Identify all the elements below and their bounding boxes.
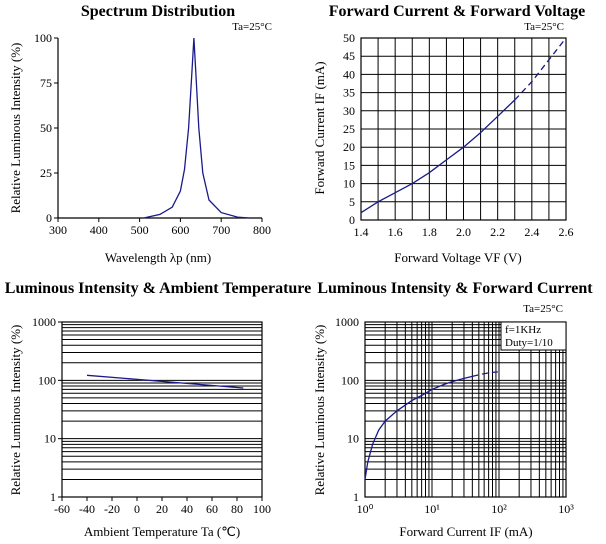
x-tick-label: -20	[104, 502, 120, 516]
chart-title: Luminous Intensity & Ambient Temperature	[5, 280, 311, 297]
x-tick-label: 1.6	[388, 225, 403, 239]
plot-frame	[360, 37, 567, 221]
y-tick-label: 100	[38, 373, 56, 387]
x-tick-label: 300	[49, 223, 67, 237]
y-tick-label: 10	[343, 177, 355, 191]
x-tick-label: 1.4	[354, 225, 369, 239]
y-axis-label: Relative Luminous Intensity (%)	[8, 43, 23, 214]
x-tick-label: 10⁰	[357, 502, 374, 516]
x-tick-label: 2.4	[524, 225, 539, 239]
y-tick-label: 1	[353, 490, 359, 504]
y-tick-label: 25	[40, 166, 52, 180]
y-tick-label: 15	[343, 158, 355, 172]
x-tick-label: 2.2	[490, 225, 505, 239]
spectrum-chart: Spectrum Distribution Ta=25°C Wavelength…	[8, 3, 272, 265]
x-tick-label: 40	[181, 502, 193, 516]
chart-note: Ta=25°C	[232, 21, 272, 33]
plot-frame	[364, 321, 567, 498]
data-series-line	[364, 375, 473, 480]
data-series-line	[360, 99, 516, 214]
legend-text: Duty=1/10	[505, 337, 553, 349]
x-tick-label: 100	[253, 502, 271, 516]
x-tick-label: 10²	[491, 502, 507, 516]
chart-note: Ta=25°C	[524, 21, 564, 33]
y-axis-label: Relative Luminous Intensity (%)	[312, 325, 327, 496]
y-tick-label: 5	[349, 195, 355, 209]
y-tick-label: 10	[44, 432, 56, 446]
x-tick-label: 60	[206, 502, 218, 516]
y-tick-label: 100	[34, 31, 52, 45]
x-axis-label: Forward Voltage VF (V)	[394, 250, 521, 265]
y-tick-label: 40	[343, 67, 355, 81]
x-tick-label: 0	[134, 502, 140, 516]
y-tick-label: 45	[343, 49, 355, 63]
y-tick-label: 35	[343, 86, 355, 100]
chart-title: Luminous Intensity & Forward Current	[317, 280, 593, 297]
y-axis-label: Relative Luminous Intensity (%)	[8, 325, 23, 496]
x-tick-label: -40	[79, 502, 95, 516]
legend-text: f=1KHz	[505, 324, 541, 336]
chart-title: Spectrum Distribution	[81, 3, 235, 20]
chart-note: Ta=25°C	[523, 303, 563, 315]
data-series-line	[86, 374, 244, 389]
data-series-line	[143, 37, 250, 219]
x-tick-label: 20	[156, 502, 168, 516]
x-tick-label: 600	[171, 223, 189, 237]
forward-current-voltage-chart: Forward Current & Forward Voltage Ta=25°…	[312, 3, 585, 265]
x-tick-label: 10¹	[424, 502, 440, 516]
y-tick-label: 1	[50, 490, 56, 504]
y-tick-label: 0	[46, 211, 52, 225]
y-tick-label: 0	[349, 213, 355, 227]
y-tick-label: 30	[343, 104, 355, 118]
x-tick-label: 700	[212, 223, 230, 237]
x-tick-label: 2.0	[456, 225, 471, 239]
y-tick-label: 1000	[335, 315, 359, 329]
y-tick-label: 50	[343, 31, 355, 45]
x-tick-label: 1.8	[422, 225, 437, 239]
x-tick-label: 800	[253, 223, 271, 237]
x-axis-label: Forward Current IF (mA)	[399, 524, 532, 539]
x-tick-label: 10³	[558, 502, 574, 516]
chart-title: Forward Current & Forward Voltage	[329, 3, 586, 20]
data-series-line-dashed	[472, 371, 500, 378]
plot-frame	[61, 321, 263, 498]
y-tick-label: 20	[343, 140, 355, 154]
y-tick-label: 1000	[32, 315, 56, 329]
x-tick-label: 2.6	[559, 225, 574, 239]
data-series-line-dashed	[514, 37, 567, 101]
x-axis-label: Ambient Temperature Ta (℃)	[84, 524, 240, 539]
legend-box	[500, 321, 567, 351]
y-tick-label: 10	[347, 432, 359, 446]
y-axis-label: Forward Current IF (mA)	[312, 61, 327, 194]
y-tick-label: 75	[40, 76, 52, 90]
x-axis-label: Wavelength λp (nm)	[105, 250, 211, 265]
x-tick-label: 80	[231, 502, 243, 516]
x-tick-label: 500	[131, 223, 149, 237]
y-tick-label: 25	[343, 122, 355, 136]
y-tick-label: 50	[40, 121, 52, 135]
x-tick-label: 400	[90, 223, 108, 237]
y-tick-label: 100	[341, 373, 359, 387]
intensity-current-chart: Luminous Intensity & Forward Current Ta=…	[312, 280, 593, 539]
intensity-temperature-chart: Luminous Intensity & Ambient Temperature…	[5, 280, 311, 539]
x-tick-label: -60	[54, 502, 70, 516]
